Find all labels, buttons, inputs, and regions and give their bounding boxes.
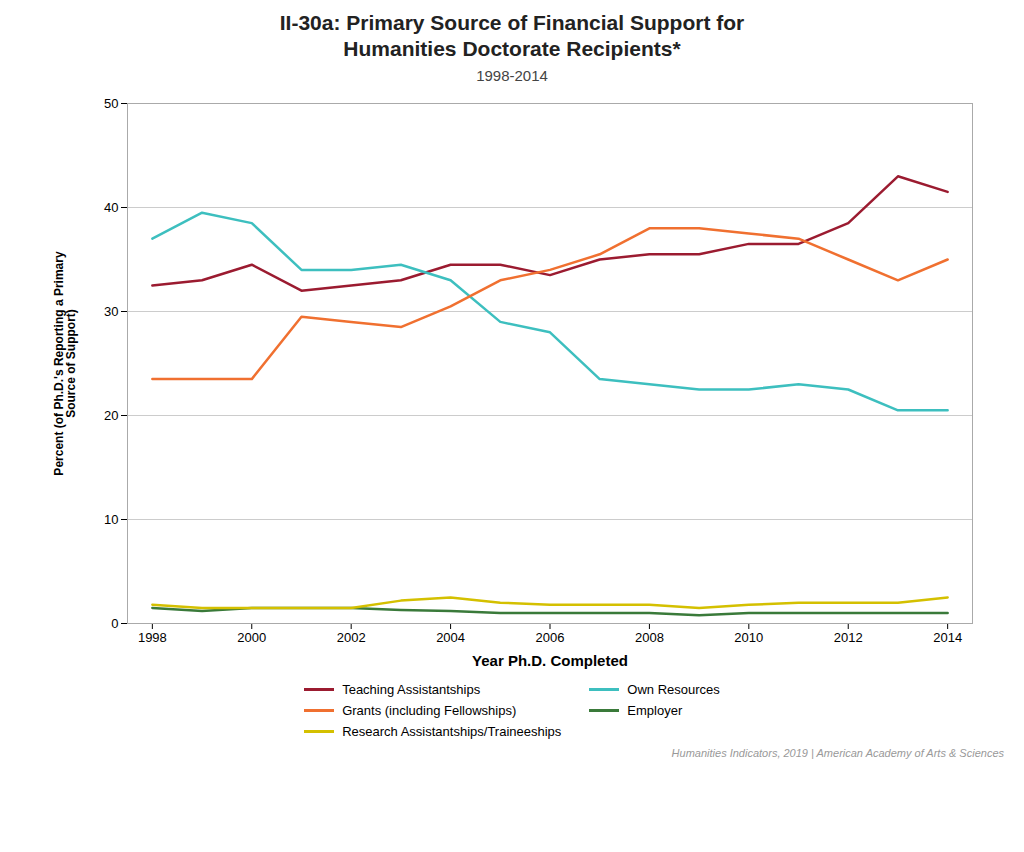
html-text:II-30a: Primary Source of Fina: II-30a: Primary Source of Financial Supp… bbox=[279, 11, 745, 61]
svg-text:2002: 2002 bbox=[337, 629, 366, 644]
svg-text:10: 10 bbox=[104, 511, 118, 526]
html-text:Research Assistantships/Traine: Research Assistantships/Traineeships bbox=[342, 723, 562, 739]
svg-text:30: 30 bbox=[104, 303, 118, 318]
html-text:Humanities Indicators, 2019 |: Humanities Indicators, 2019 | American A… bbox=[671, 746, 1004, 759]
svg-text:2010: 2010 bbox=[734, 629, 763, 644]
svg-text:2012: 2012 bbox=[834, 629, 863, 644]
svg-text:Percent (of Ph.D.'s Reporting: Percent (of Ph.D.'s Reporting a PrimaryS… bbox=[52, 251, 78, 476]
svg-text:50: 50 bbox=[104, 95, 118, 110]
html-text:1998-2014: 1998-2014 bbox=[476, 66, 548, 84]
svg-text:0: 0 bbox=[111, 615, 118, 630]
svg-text:1998: 1998 bbox=[138, 629, 167, 644]
html-text:Own Resources: Own Resources bbox=[627, 681, 720, 697]
svg-text:40: 40 bbox=[104, 199, 118, 214]
svg-text:2006: 2006 bbox=[536, 629, 565, 644]
html-text:Grants (including Fellowships): Grants (including Fellowships) bbox=[342, 702, 517, 718]
html-text:Teaching Assistantships: Teaching Assistantships bbox=[342, 681, 481, 697]
html-text:Employer: Employer bbox=[627, 702, 683, 718]
svg-text:2004: 2004 bbox=[436, 629, 465, 644]
svg-text:20: 20 bbox=[104, 407, 118, 422]
svg-text:2000: 2000 bbox=[237, 629, 266, 644]
svg-text:2014: 2014 bbox=[933, 629, 962, 644]
svg-text:2008: 2008 bbox=[635, 629, 664, 644]
svg-text:Year Ph.D. Completed: Year Ph.D. Completed bbox=[472, 651, 628, 668]
